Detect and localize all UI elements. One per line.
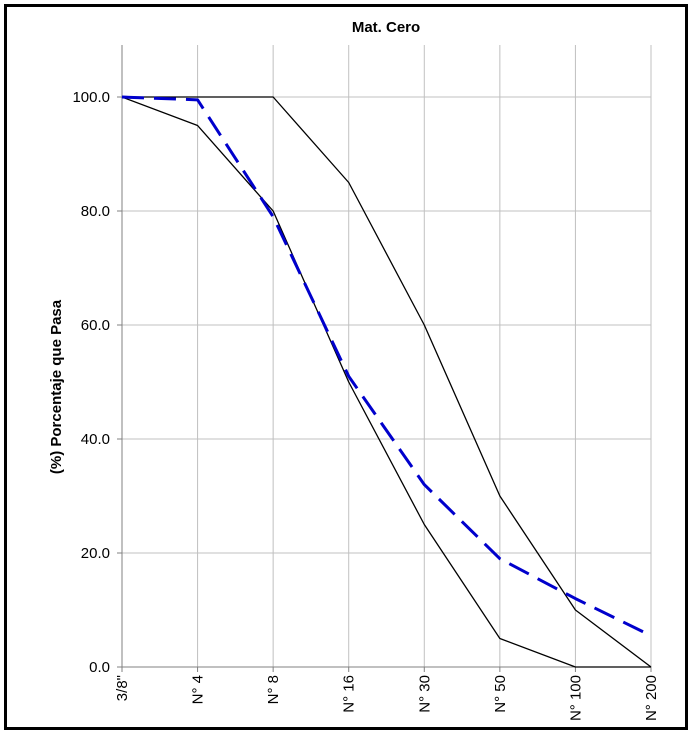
- x-tick-label: N° 16: [341, 675, 358, 713]
- series-lines: [121, 95, 652, 668]
- series-line-limit-0: [122, 96, 652, 668]
- x-tick-label: N° 30: [416, 675, 433, 713]
- chart-frame: 0.0 20.0 40.0 60.0 80.0 100.0 3/8" N° 4 N° 8 N° 1…: [4, 4, 688, 730]
- chart-title: Mat. Cero: [352, 19, 420, 36]
- y-tick-label: 100.0: [72, 89, 110, 106]
- y-tick-label: 20.0: [81, 545, 110, 562]
- y-tick-label: 0.0: [89, 659, 110, 676]
- axes: [117, 45, 652, 672]
- y-tick-label: 60.0: [81, 317, 110, 334]
- x-tick-label: N° 200: [643, 675, 660, 721]
- series-line-limit-1: [121, 96, 651, 668]
- gradation-chart: 0.0 20.0 40.0 60.0 80.0 100.0 3/8" N° 4 N° 8 N° 1…: [48, 19, 660, 721]
- tick-labels: 0.0 20.0 40.0 60.0 80.0 100.0 3/8" N° 4 N° 8 N° 1…: [72, 89, 660, 721]
- y-tick-label: 80.0: [81, 203, 110, 220]
- plot-area: [122, 45, 651, 667]
- x-tick-label: N° 100: [567, 675, 584, 721]
- x-tick-label: N° 4: [190, 675, 207, 704]
- series-line-dashed-2: [121, 95, 652, 637]
- x-tick-label: N° 8: [265, 675, 282, 704]
- x-tick-label: 3/8": [114, 675, 131, 701]
- x-tick-label: N° 50: [492, 675, 509, 713]
- y-tick-label: 40.0: [81, 431, 110, 448]
- y-axis-label: (%) Porcentaje que Pasa: [48, 299, 65, 474]
